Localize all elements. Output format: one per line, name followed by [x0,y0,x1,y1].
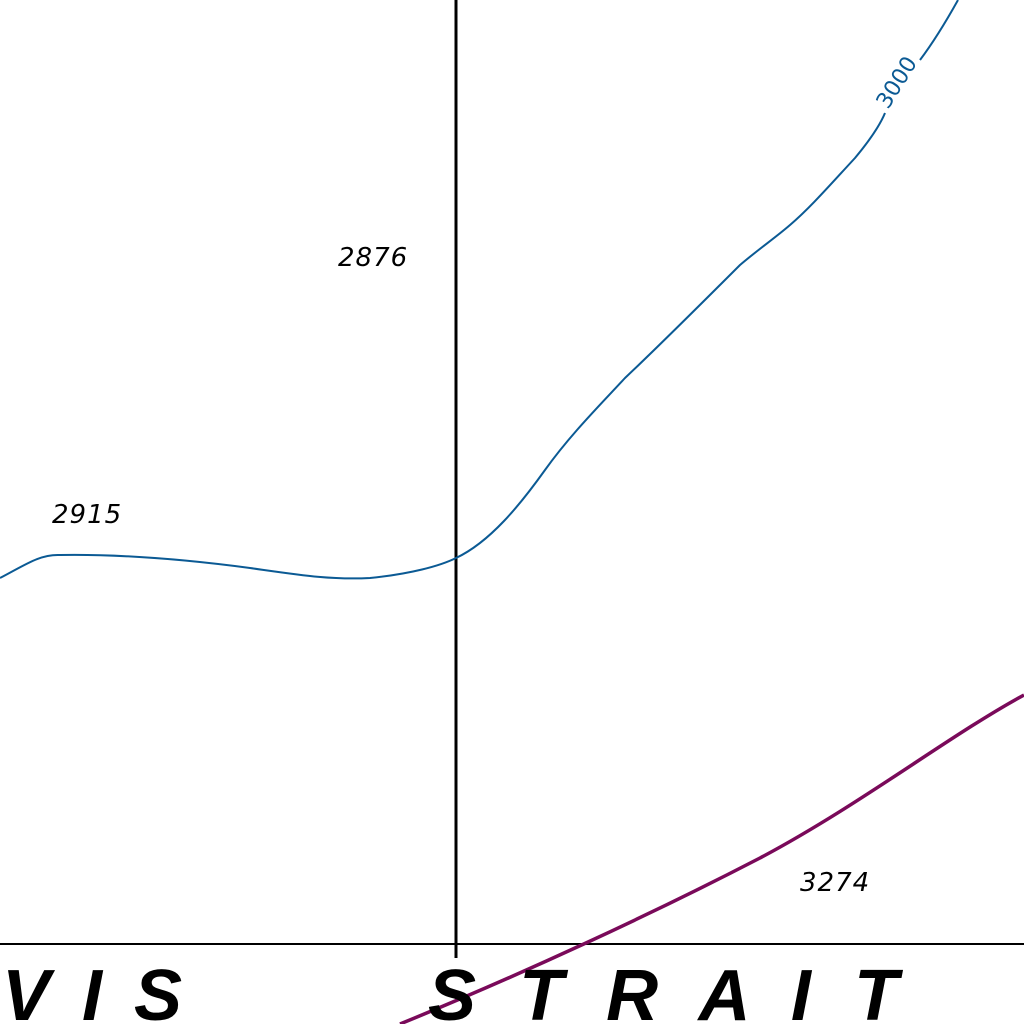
water-name-left: V I S [2,956,182,1024]
depth-sounding: 3274 [800,868,870,898]
boundary-line [399,693,1024,1024]
depth-sounding: 2876 [338,243,408,273]
depth-sounding: 2915 [52,500,122,530]
depth-contour-line [0,112,886,580]
depth-contour-line-upper [919,0,959,61]
